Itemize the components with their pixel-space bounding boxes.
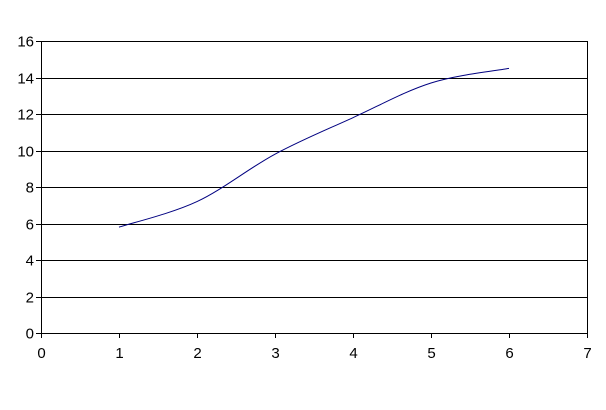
y-tick-label: 6 — [26, 217, 34, 234]
x-tick-label: 3 — [271, 345, 279, 362]
x-tick-label: 5 — [427, 345, 435, 362]
y-tick-label: 10 — [17, 144, 34, 161]
x-tick-labels: 0 1 2 3 4 5 6 7 — [37, 345, 591, 362]
series-line-0 — [118, 67, 510, 228]
y-tick-label: 2 — [26, 290, 34, 307]
y-tick-label: 16 — [17, 34, 34, 51]
plot-area-border — [41, 41, 588, 334]
x-tick-label: 0 — [37, 345, 45, 362]
x-tick-label: 6 — [505, 345, 513, 362]
axes — [36, 41, 588, 338]
x-tick-label: 2 — [193, 345, 201, 362]
y-tick-label: 8 — [26, 180, 34, 197]
y-tick-label: 4 — [26, 253, 34, 270]
y-tick-label: 12 — [17, 107, 34, 124]
y-tick-label: 0 — [26, 326, 34, 343]
x-tick-label: 7 — [583, 345, 591, 362]
x-tick-label: 1 — [115, 345, 123, 362]
series — [118, 67, 510, 228]
x-tick-label: 4 — [349, 345, 357, 362]
y-tick-labels: 0 2 4 6 8 10 12 14 16 — [17, 34, 34, 343]
y-tick-label: 14 — [17, 71, 34, 88]
gridlines — [41, 41, 587, 298]
